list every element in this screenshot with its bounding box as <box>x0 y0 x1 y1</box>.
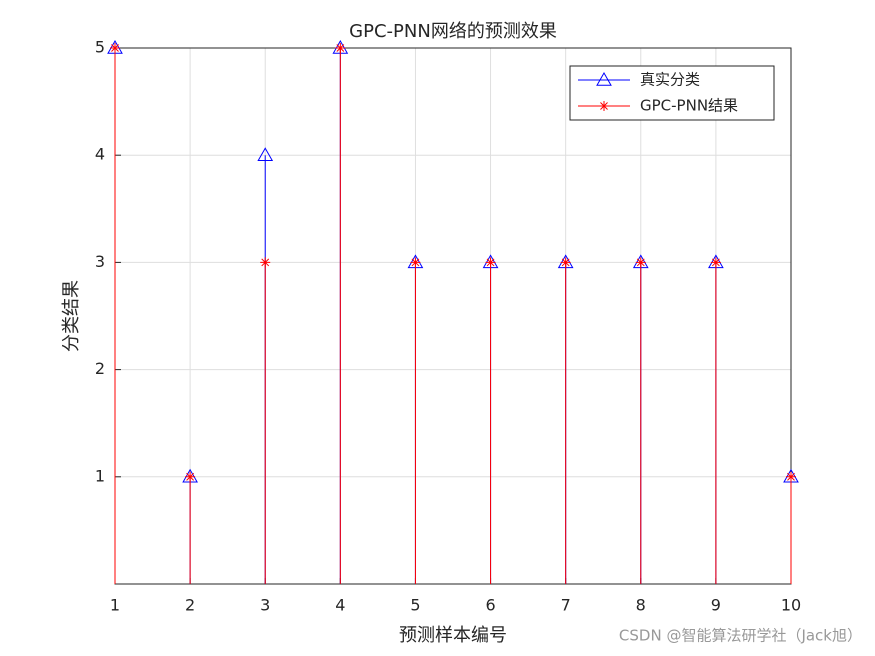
marker <box>710 257 721 268</box>
x-tick-label: 7 <box>561 596 571 615</box>
x-tick-label: 3 <box>260 596 270 615</box>
x-tick-label: 1 <box>110 596 120 615</box>
marker <box>596 71 612 86</box>
marker <box>560 257 571 268</box>
x-tick-label: 10 <box>781 596 801 615</box>
x-axis-label: 预测样本编号 <box>399 625 507 646</box>
marker <box>257 147 274 161</box>
marker <box>260 257 271 268</box>
y-tick-label: 1 <box>95 466 105 485</box>
y-tick-label: 3 <box>95 252 105 271</box>
marker <box>599 101 609 111</box>
legend-label: GPC-PNN结果 <box>640 97 738 115</box>
x-tick-label: 2 <box>185 596 195 615</box>
marker <box>110 43 120 53</box>
marker <box>786 471 796 482</box>
x-tick-label: 4 <box>335 596 345 615</box>
x-tick-label: 9 <box>711 596 721 615</box>
legend-label: 真实分类 <box>640 71 700 89</box>
marker <box>185 471 196 482</box>
marker <box>485 257 496 268</box>
marker <box>410 257 421 268</box>
watermark: CSDN @智能算法研学社（Jack旭） <box>619 627 862 645</box>
marker <box>335 43 346 53</box>
marker <box>635 257 646 268</box>
x-tick-label: 5 <box>410 596 420 615</box>
y-axis-label: 分类结果 <box>61 280 82 352</box>
x-tick-label: 8 <box>636 596 646 615</box>
x-tick-label: 6 <box>485 596 495 615</box>
y-tick-label: 4 <box>95 145 105 164</box>
y-tick-label: 5 <box>95 38 105 57</box>
chart-title: GPC-PNN网络的预测效果 <box>349 21 557 42</box>
y-tick-label: 2 <box>95 359 105 378</box>
